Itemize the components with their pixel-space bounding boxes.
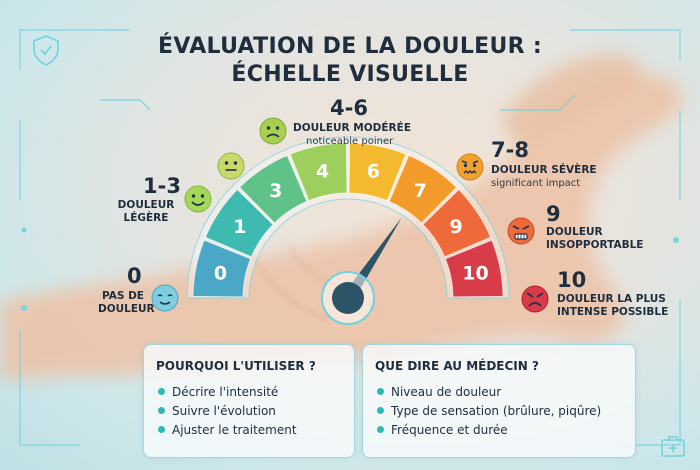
tell-doctor-item-text: Type de sensation (brûlure, piqûre) [391,404,602,418]
tell-doctor-panel: QUE DIRE AU MÉDECIN ? Niveau de douleur … [362,344,636,458]
worried-face-icon [456,153,484,181]
level-0-range: 0 [127,264,142,288]
gauge-segment-label: 9 [449,216,462,238]
gauge-segment [238,154,308,224]
level-10-caption-line-1: DOULEUR LA PLUS [557,293,666,305]
furious-face-icon [521,285,549,313]
happy-face-icon [184,185,212,213]
calm-face-icon [151,284,179,312]
angry-face-icon [507,217,535,245]
hud-frame [19,29,681,446]
level-9-caption-line-2: INSOPPORTABLE [546,239,644,251]
level-7-8-range: 7-8 [491,138,529,162]
level-0-caption-line-2: DOULEUR [98,303,155,315]
gauge-segment [348,142,407,202]
level-10-range: 10 [557,268,587,292]
tell-doctor-item-text: Niveau de douleur [391,385,502,399]
why-use-heading: POURQUOI L'UTILISER ? [156,359,316,373]
level-9-caption: DOULEUR INSOPPORTABLE [546,226,643,252]
gauge-segment-label: 4 [316,160,329,182]
level-10-caption-line-2: INTENSE POSSIBLE [557,306,669,318]
tell-doctor-item-text: Fréquence et durée [391,423,508,437]
level-1-3-caption: DOULEUR LÉGÈRE [114,199,178,225]
why-use-panel: POURQUOI L'UTILISER ? Décrire l'intensit… [143,344,355,458]
bullet-dot [158,388,165,395]
why-use-item-text: Décrire l'intensité [172,385,279,399]
gauge-segment-label: 3 [269,180,282,202]
gauge-segment-label: 10 [462,263,488,285]
level-1-3-caption-line-1: DOULEUR [117,199,175,211]
gauge-segment [388,154,458,224]
level-4-6-range: 4-6 [330,96,368,120]
medical-kit-icon [661,436,685,457]
bullet-dot [158,426,165,433]
gauge-segment [444,239,504,298]
page-title-line-1: ÉVALUATION DE LA DOULEUR : [158,34,542,59]
why-use-item-text: Ajuster le traitement [172,423,297,437]
gauge-segment [192,239,252,298]
level-9-caption-line-1: DOULEUR [546,226,603,238]
level-0-caption-line-1: PAS DE [102,290,144,302]
level-0-caption: PAS DE DOULEUR [98,290,155,316]
gauge-segment [204,188,274,258]
gauge-segment-label: 7 [414,180,427,202]
bullet-dot [158,407,165,414]
level-1-3-caption-line-2: LÉGÈRE [123,212,169,224]
why-use-item-text: Suivre l'évolution [172,404,276,418]
neutral-face-icon [217,152,245,180]
tell-doctor-item: Niveau de douleur [377,385,501,399]
bullet-dot [377,407,384,414]
tell-doctor-item: Type de sensation (brûlure, piqûre) [377,404,601,418]
gauge-segment-label: 6 [367,160,380,182]
why-use-item: Ajuster le traitement [158,423,297,437]
level-4-6-sub: noticeable poiner [306,136,394,147]
why-use-item: Suivre l'évolution [158,404,276,418]
level-1-3-range: 1-3 [143,174,181,198]
gauge-segment-label: 1 [233,216,246,238]
gauge-segment-label: 0 [214,263,227,285]
why-use-item: Décrire l'intensité [158,385,278,399]
level-10-caption: DOULEUR LA PLUS INTENSE POSSIBLE [557,293,668,319]
bullet-dot [377,426,384,433]
gauge-segment [289,142,348,202]
bullet-dot [377,388,384,395]
shield-icon [33,35,59,66]
level-4-6-caption: DOULEUR MODÉRÉE [293,122,411,134]
level-7-8-sub: significant impact [491,178,581,189]
level-9-range: 9 [546,202,561,226]
gauge-segment [422,188,492,258]
tell-doctor-item: Fréquence et durée [377,423,508,437]
gauge-hub [332,282,364,314]
level-7-8-caption: DOULEUR SÉVÈRE [491,164,597,176]
page-title-line-2: ÉCHELLE VISUELLE [231,62,469,87]
tell-doctor-heading: QUE DIRE AU MÉDECIN ? [375,359,539,373]
sad-face-icon [259,117,287,145]
